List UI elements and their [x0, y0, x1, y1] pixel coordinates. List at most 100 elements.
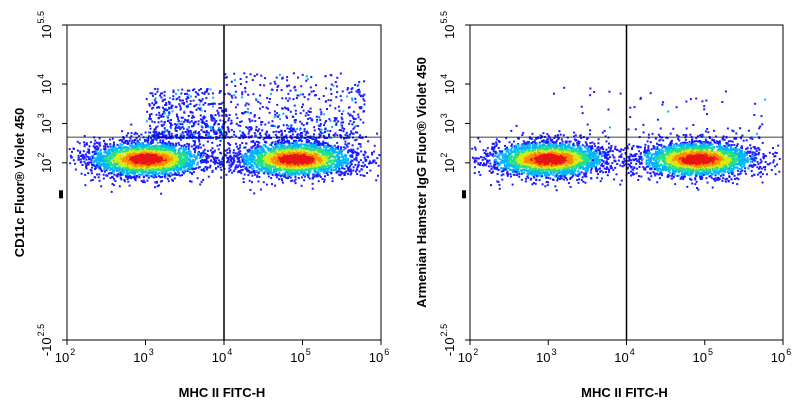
- event-dot: [182, 154, 185, 157]
- event-dot: [152, 152, 155, 155]
- event-dot: [155, 144, 158, 147]
- event-dot: [251, 167, 254, 170]
- event-dot: [239, 144, 242, 147]
- event-dot: [85, 142, 88, 145]
- event-dot: [306, 156, 309, 159]
- event-dot: [290, 161, 293, 163]
- event-dot: [180, 164, 182, 167]
- event-dot: [271, 165, 273, 168]
- event-dot: [119, 159, 121, 162]
- event-dot: [176, 173, 179, 176]
- event-dot: [109, 177, 112, 179]
- event-dot: [202, 159, 205, 162]
- event-dot: [322, 140, 325, 143]
- event-dot: [244, 167, 247, 170]
- event-dot: [135, 174, 138, 177]
- event-dot: [130, 132, 133, 135]
- event-dot: [141, 167, 144, 170]
- event-dot: [278, 143, 281, 145]
- event-dot: [183, 158, 186, 160]
- event-dot: [96, 162, 99, 165]
- event-dot: [136, 160, 139, 163]
- event-dot: [177, 155, 180, 158]
- event-dot: [277, 141, 280, 144]
- event-dot: [172, 155, 175, 158]
- event-dot: [271, 173, 274, 176]
- event-dot: [231, 171, 234, 174]
- event-dot: [213, 159, 216, 162]
- event-dot: [106, 174, 109, 177]
- event-dot: [322, 170, 325, 173]
- event-dot: [304, 153, 307, 156]
- event-dot: [139, 170, 142, 173]
- event-dot: [107, 145, 109, 148]
- event-dot: [173, 168, 175, 171]
- event-dot: [363, 150, 366, 153]
- event-dot: [126, 173, 129, 176]
- event-dot: [196, 177, 199, 180]
- event-dot: [173, 152, 176, 155]
- event-dot: [122, 162, 125, 164]
- event-dot: [139, 143, 142, 146]
- event-dot: [298, 149, 301, 152]
- event-dot: [119, 177, 122, 179]
- event-dot: [94, 157, 97, 160]
- event-dot: [296, 142, 298, 145]
- event-dot: [177, 173, 180, 176]
- event-dot: [286, 165, 289, 168]
- event-dot: [324, 156, 327, 159]
- event-dot: [317, 144, 320, 146]
- event-dot: [104, 155, 107, 158]
- event-dot: [141, 172, 144, 175]
- event-dot: [356, 154, 359, 157]
- event-dot: [243, 154, 246, 157]
- event-dot: [150, 172, 153, 175]
- event-dot: [264, 152, 267, 155]
- event-dot: [166, 167, 169, 170]
- event-dot: [193, 167, 195, 170]
- event-dot: [137, 148, 140, 151]
- event-dot: [92, 155, 95, 158]
- event-dot: [199, 183, 202, 186]
- event-dot: [125, 153, 128, 156]
- event-dot: [166, 156, 169, 159]
- event-dot: [261, 148, 263, 151]
- event-dot: [68, 148, 71, 151]
- event-dot: [126, 162, 129, 165]
- event-dot: [88, 152, 91, 155]
- event-dot: [306, 168, 309, 171]
- event-dot: [193, 141, 196, 144]
- event-dot: [187, 162, 190, 165]
- event-dot: [144, 144, 147, 147]
- event-dot: [335, 160, 338, 162]
- event-dot: [173, 165, 176, 168]
- event-dot: [252, 156, 255, 159]
- event-dot: [337, 145, 339, 148]
- event-dot: [246, 160, 249, 163]
- event-dot: [346, 159, 349, 162]
- event-dot: [366, 166, 368, 168]
- event-dot: [225, 173, 228, 176]
- event-dot: [293, 167, 296, 170]
- event-dot: [378, 154, 381, 157]
- event-dot: [251, 174, 254, 177]
- event-dot: [206, 149, 209, 152]
- event-dot: [109, 163, 112, 166]
- event-dot: [79, 150, 82, 153]
- event-dot: [114, 151, 117, 154]
- event-dot: [288, 142, 291, 145]
- event-dot: [253, 192, 256, 195]
- event-dot: [141, 169, 144, 172]
- event-dot: [195, 145, 198, 148]
- event-dot: [122, 141, 125, 144]
- event-dot: [148, 165, 151, 168]
- event-dot: [171, 155, 174, 158]
- event-dot: [105, 156, 108, 159]
- event-dot: [340, 129, 343, 132]
- event-dot: [271, 171, 274, 174]
- event-dot: [93, 146, 96, 149]
- event-dot: [159, 159, 162, 162]
- event-dot: [237, 147, 240, 150]
- event-dot: [116, 166, 119, 169]
- event-dot: [181, 153, 184, 156]
